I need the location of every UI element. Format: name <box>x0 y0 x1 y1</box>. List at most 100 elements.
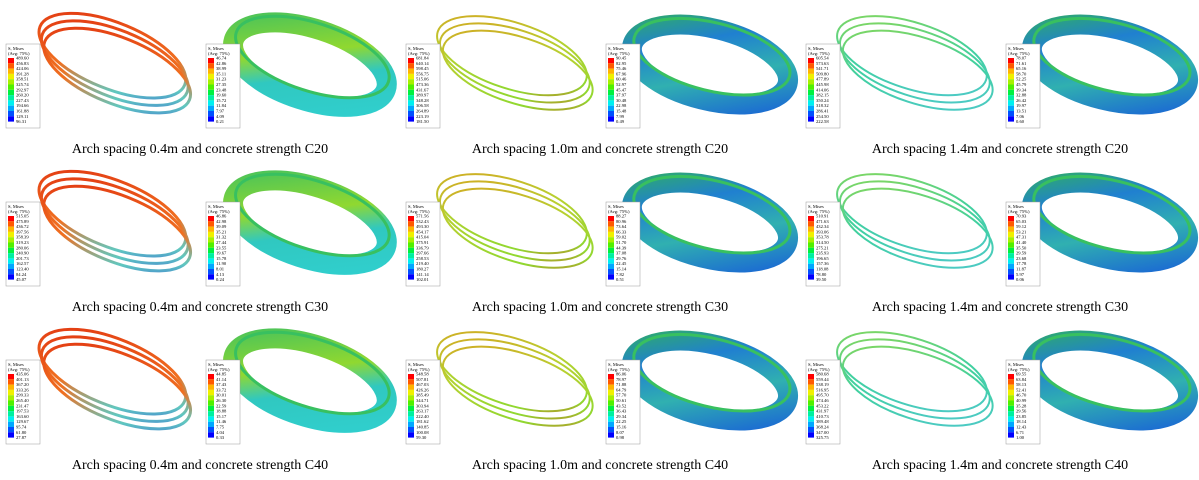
legend-value: 15.14 <box>616 267 627 272</box>
legend-value: 7.99 <box>616 114 625 119</box>
legend-value: 306.58 <box>416 103 429 108</box>
legend-value: 424.06 <box>16 66 29 71</box>
legend-swatch <box>8 395 14 400</box>
legend-swatch <box>208 63 214 68</box>
legend-value: 78.97 <box>616 377 627 382</box>
legend-value: 0.98 <box>616 435 625 440</box>
legend-value: 57.70 <box>616 393 627 398</box>
legend-swatch <box>208 227 214 232</box>
legend-swatch <box>1008 432 1014 437</box>
legend-value: 509.80 <box>816 71 829 76</box>
legend-value: 580.68 <box>816 372 829 377</box>
legend-swatch <box>608 264 614 269</box>
legend-value: 29.59 <box>1016 251 1027 256</box>
legend-value: 26.42 <box>1016 98 1027 103</box>
legend-value: 18.88 <box>216 409 227 414</box>
legend-swatch <box>808 274 814 279</box>
legend-value: 325.74 <box>16 82 29 87</box>
legend-value: 410.73 <box>816 414 829 419</box>
legend-value: 39.50 <box>816 277 827 282</box>
legend-swatch <box>608 422 614 427</box>
legend-value: 227.43 <box>16 98 29 103</box>
legend-value: 7.82 <box>616 272 625 277</box>
legend-swatch <box>1008 85 1014 90</box>
legend-value: 222.40 <box>416 414 429 419</box>
legend-swatch <box>608 74 614 79</box>
legend-value: 58.70 <box>1016 71 1027 76</box>
legend-swatch <box>608 401 614 406</box>
legend-swatch <box>808 106 814 111</box>
panel: S, Mises(Avg: 75%)435.06401.13367.20333.… <box>6 312 399 473</box>
legend-value: 559.44 <box>816 377 829 382</box>
legend-swatch <box>808 395 814 400</box>
legend-value: 53.21 <box>1016 229 1027 234</box>
legend-swatch <box>808 227 814 232</box>
legend-swatch <box>808 406 814 411</box>
legend-value: 64.79 <box>616 387 627 392</box>
legend-swatch <box>408 90 414 95</box>
legend-swatch <box>1008 258 1014 263</box>
steel-arch <box>424 316 606 441</box>
legend-swatch <box>408 79 414 84</box>
legend-swatch <box>1008 237 1014 242</box>
legend-swatch <box>8 427 14 432</box>
legend-swatch <box>608 253 614 258</box>
concrete-lining <box>1024 162 1198 276</box>
legend-value: 197.53 <box>16 409 29 414</box>
concrete-lining <box>624 4 798 118</box>
legend-value: 222.58 <box>816 119 829 124</box>
legend-value: 15.17 <box>216 414 227 419</box>
legend-swatch <box>808 232 814 237</box>
legend-value: 82.95 <box>616 61 627 66</box>
legend-swatch <box>8 216 14 221</box>
legend-value: 47.31 <box>1016 235 1027 240</box>
legend-swatch <box>808 85 814 90</box>
legend-value: 22.59 <box>216 403 227 408</box>
legend-value: 35.11 <box>216 71 227 76</box>
concrete-lining <box>223 158 399 282</box>
legend-value: 389.48 <box>816 419 829 424</box>
legend-swatch <box>408 74 414 79</box>
legend-value: 375.91 <box>416 240 429 245</box>
legend-value: 15.48 <box>616 109 627 114</box>
legend-swatch <box>608 243 614 248</box>
legend-swatch <box>1008 116 1014 121</box>
legend-value: 0.24 <box>216 277 225 282</box>
legend-value: 26.30 <box>216 398 227 403</box>
legend-swatch <box>208 379 214 384</box>
legend-swatch <box>1008 243 1014 248</box>
legend-swatch <box>208 69 214 74</box>
legend-swatch <box>608 379 614 384</box>
legend-swatch <box>608 95 614 100</box>
legend-value: 219.40 <box>416 261 429 266</box>
legend-swatch <box>408 85 414 90</box>
legend-swatch <box>1008 69 1014 74</box>
legend-swatch <box>8 95 14 100</box>
legend-swatch <box>408 221 414 226</box>
legend-swatch <box>208 216 214 221</box>
legend-swatch <box>608 111 614 116</box>
legend-value: 52.25 <box>1016 77 1027 82</box>
legend-swatch <box>408 374 414 379</box>
legend-value: 140.85 <box>416 425 429 430</box>
legend-swatch <box>608 432 614 437</box>
legend-swatch <box>1008 253 1014 258</box>
legend-value: 118.08 <box>816 267 829 272</box>
legend-swatch <box>208 85 214 90</box>
legend-value: 23.55 <box>216 245 227 250</box>
legend-swatch <box>1008 395 1014 400</box>
legend-value: 7.75 <box>216 425 225 430</box>
page: {"panels": [ {"caption": "Arch spacing 0… <box>0 0 1199 475</box>
legend-value: 598.45 <box>416 66 429 71</box>
legend-swatch <box>808 432 814 437</box>
legend-value: 23.85 <box>1016 414 1027 419</box>
legend-swatch <box>8 232 14 237</box>
legend-value: 240.90 <box>16 251 29 256</box>
legend-swatch <box>408 232 414 237</box>
legend-value: 358.39 <box>16 235 29 240</box>
legend-swatch <box>608 116 614 121</box>
legend-value: 84.24 <box>16 272 27 277</box>
caption: Arch spacing 1.4m and concrete strength … <box>872 142 1128 157</box>
legend-value: 532.43 <box>416 219 429 224</box>
legend-value: 40.99 <box>1016 398 1027 403</box>
